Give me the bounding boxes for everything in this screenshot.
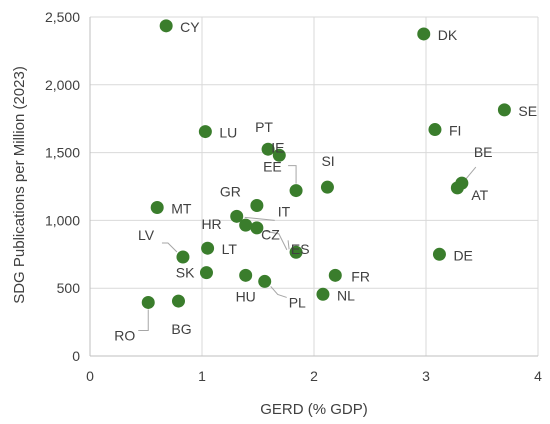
point-nl <box>316 287 330 301</box>
point-label-it: IT <box>278 203 291 219</box>
point-ro <box>141 295 155 309</box>
y-tick-label: 2,000 <box>45 77 80 93</box>
point-cz <box>289 245 303 259</box>
point-at <box>450 181 464 195</box>
point-ee <box>289 184 303 198</box>
point-label-ie: IE <box>271 139 284 155</box>
point-label-mt: MT <box>171 201 192 217</box>
point-label-cy: CY <box>180 19 200 35</box>
x-tick-label: 4 <box>534 368 542 384</box>
point-bg <box>171 294 185 308</box>
point-label-lu: LU <box>219 125 237 141</box>
point-labels: CY DK SE LU FI PT IE BE AT EE SI GR MT IT HR ES CZ LT LV DE… <box>114 19 537 344</box>
point-se <box>497 103 511 117</box>
x-tick-label: 1 <box>198 368 206 384</box>
point-label-de: DE <box>453 247 472 263</box>
point-label-gr: GR <box>220 183 241 199</box>
y-tick-label: 0 <box>72 348 80 364</box>
point-label-pl: PL <box>289 294 306 310</box>
point-label-fi: FI <box>449 123 461 139</box>
point-label-be: BE <box>474 144 493 160</box>
leader-lines <box>138 165 477 331</box>
point-mt <box>150 201 164 215</box>
y-tick-label: 2,500 <box>45 9 80 25</box>
leader-line-it <box>244 216 275 221</box>
point-es <box>250 221 264 235</box>
point-lt <box>201 241 215 255</box>
point-dk <box>417 27 431 41</box>
point-sk <box>199 266 213 280</box>
point-label-sk: SK <box>176 265 195 281</box>
point-label-bg: BG <box>171 321 191 337</box>
point-label-nl: NL <box>337 287 355 303</box>
y-tick-label: 1,500 <box>45 145 80 161</box>
point-ie <box>272 148 286 162</box>
x-tick-label: 2 <box>310 368 318 384</box>
data-points <box>141 19 511 309</box>
point-pl <box>258 274 272 288</box>
point-si <box>320 180 334 194</box>
point-cy <box>159 19 173 33</box>
point-label-at: AT <box>471 187 488 203</box>
point-fr <box>328 268 342 282</box>
leader-line-pl <box>270 286 287 298</box>
point-fi <box>428 123 442 137</box>
point-label-se: SE <box>518 103 537 119</box>
point-label-lv: LV <box>138 227 155 243</box>
x-tick-label: 3 <box>422 368 430 384</box>
point-gr <box>250 198 264 212</box>
point-label-hr: HR <box>201 216 221 232</box>
tick-labels: 0 500 1,000 1,500 2,000 2,500 0 1 2 3 4 <box>45 9 542 384</box>
point-pt <box>261 142 275 156</box>
y-tick-label: 1,000 <box>45 212 80 228</box>
leader-line-be <box>465 166 477 180</box>
leader-line-es <box>263 230 288 251</box>
axes <box>89 17 538 357</box>
point-lu <box>198 125 212 139</box>
point-label-ee: EE <box>263 159 282 175</box>
leader-line-ro <box>138 309 149 331</box>
leader-line-cz <box>287 240 290 250</box>
point-label-cz: CZ <box>261 226 280 242</box>
gridlines <box>90 16 539 356</box>
point-label-si: SI <box>321 153 334 169</box>
point-label-hu: HU <box>236 288 256 304</box>
x-tick-label: 0 <box>86 368 94 384</box>
point-hr <box>239 218 253 232</box>
point-label-dk: DK <box>438 27 458 43</box>
leader-line-lv <box>161 242 178 253</box>
point-label-lt: LT <box>222 241 238 257</box>
point-it <box>230 209 244 223</box>
point-label-es: ES <box>291 241 310 257</box>
point-lv <box>176 250 190 264</box>
y-tick-label: 500 <box>57 280 81 296</box>
point-de <box>432 247 446 261</box>
point-label-fr: FR <box>351 268 370 284</box>
y-axis-title: SDG Publications per Million (2023) <box>11 66 28 304</box>
x-axis-title: GERD (% GDP) <box>260 401 368 418</box>
leader-line-ee <box>288 165 297 184</box>
point-label-ro: RO <box>114 327 135 343</box>
point-label-pt: PT <box>255 119 273 135</box>
point-hu <box>239 268 253 282</box>
